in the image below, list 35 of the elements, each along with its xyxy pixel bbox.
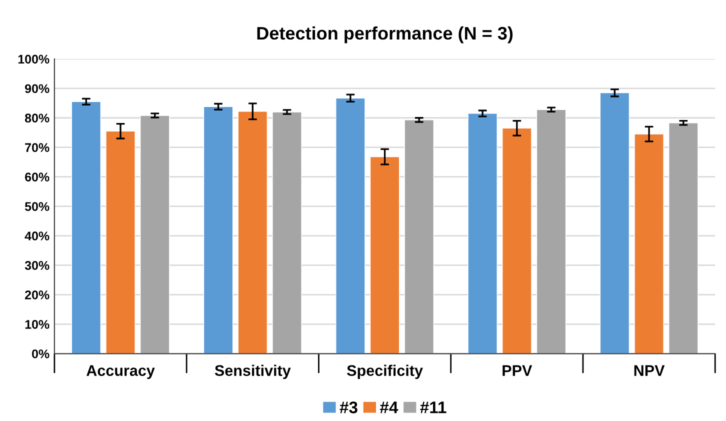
x-tick-label: Sensitivity [214,364,291,379]
y-tick-label: 0% [32,349,50,358]
y-tick-label: 40% [24,232,50,240]
legend-label: #3 [340,401,358,414]
bar [370,156,400,354]
x-tick-label: NPV [634,365,665,376]
y-tick-label: 80% [24,114,50,123]
bar [272,112,302,354]
bar [634,134,664,354]
x-tick-label: PPV [502,365,532,376]
y-tick-label: 60% [25,172,50,182]
bar [336,98,366,354]
y-tick-label: 90% [25,84,50,94]
bar [203,106,234,354]
bar [668,122,698,354]
x-tick-label: Specificity [347,364,423,379]
y-tick-label: 10% [25,320,50,329]
y-tick-label: 50% [24,202,50,211]
bar [502,128,532,354]
bar [536,109,566,354]
bar [468,113,498,354]
bar [238,111,268,354]
y-tick-label: 30% [24,261,50,270]
bar [140,115,170,354]
bar [600,92,630,354]
bar [106,130,136,354]
chart-title: Detection performance (N = 3) [257,26,513,44]
x-tick-label: Accuracy [86,365,155,379]
legend-label: #11 [420,402,446,414]
legend-label: #4 [380,402,398,414]
bar [404,120,434,354]
bar [71,101,102,354]
y-tick-label: 20% [25,290,50,300]
y-tick-label: 70% [25,143,50,152]
y-tick-label: 100% [18,54,50,64]
